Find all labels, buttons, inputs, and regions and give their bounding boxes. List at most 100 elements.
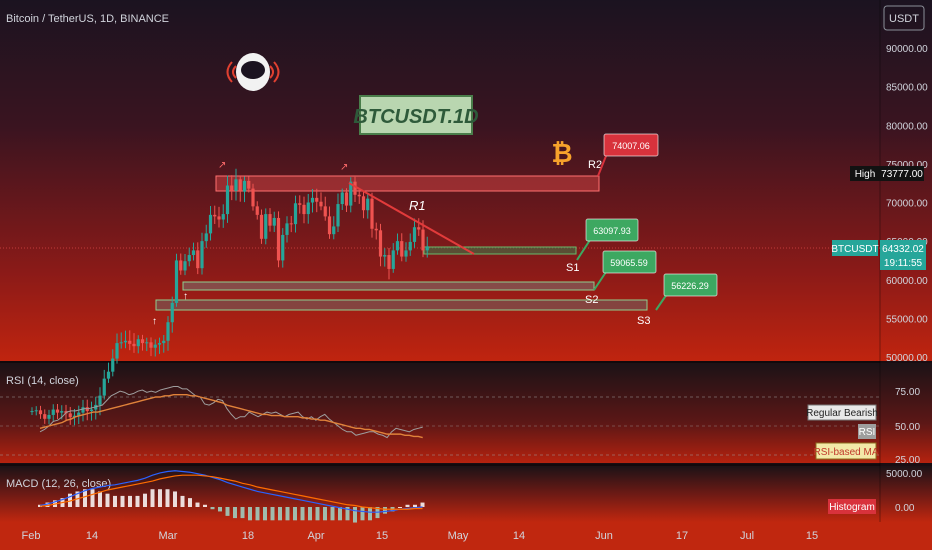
candle-body	[81, 407, 85, 413]
candle-body	[238, 179, 242, 192]
up-arrow-icon: ↑	[152, 316, 157, 327]
candle-body	[378, 230, 383, 257]
candle-body	[391, 250, 395, 269]
candle-body	[276, 217, 281, 261]
macd-histogram-bar	[158, 489, 162, 507]
macd-line	[39, 470, 423, 513]
macd-histogram-bar	[315, 507, 320, 521]
macd-histogram-bar	[128, 495, 132, 507]
macd-histogram-bar	[308, 507, 312, 521]
callout-r2[interactable]: 74007.06	[597, 133, 659, 177]
macd-histogram-bar	[330, 507, 335, 521]
r1-label: R1	[409, 198, 426, 213]
candle-body	[221, 214, 225, 220]
candle-body	[281, 234, 285, 261]
candle-body	[361, 196, 366, 211]
rsi-plot	[39, 386, 423, 439]
candle-body	[111, 358, 115, 372]
time-axis-label: May	[448, 530, 469, 542]
time-axis-label: 15	[806, 530, 818, 542]
price-tick-label: 70000.00	[886, 199, 928, 210]
price-axis[interactable]: 90000.00 85000.00 80000.00 75000.00 70000.00…	[886, 44, 928, 364]
macd-histogram-bar	[143, 493, 147, 507]
symbol-tag	[832, 240, 878, 256]
support-zone-s1[interactable]	[423, 246, 577, 255]
candle-body	[357, 194, 361, 197]
macd-histogram-bar	[210, 507, 215, 510]
candle-body	[34, 410, 38, 412]
candle-body	[115, 343, 119, 359]
rsi-title: RSI (14, close)	[6, 375, 79, 387]
macd-histogram-bar	[345, 507, 350, 521]
price-tick-label: 75000.00	[886, 160, 928, 171]
trend-line-r1[interactable]	[348, 182, 475, 255]
time-axis-bg	[0, 522, 932, 550]
macd-histogram-bar	[338, 507, 342, 521]
candle-body	[162, 340, 166, 344]
candle-body	[349, 181, 353, 206]
candle-body	[332, 226, 336, 235]
macd-histogram-bar	[120, 495, 125, 507]
price-tick-label: 90000.00	[886, 44, 928, 55]
callout-s3[interactable]: 56226.29	[655, 273, 718, 311]
candle-body	[298, 203, 302, 205]
candle-body	[242, 180, 247, 192]
macd-signal-line	[39, 474, 423, 510]
time-axis-label: 15	[376, 530, 388, 542]
candle-body	[319, 201, 323, 207]
candle-body	[336, 204, 340, 227]
candle-body	[230, 185, 234, 191]
watermark-text: BTCUSDT.1D	[353, 106, 478, 128]
candle-body	[353, 181, 357, 195]
candle-body	[179, 260, 183, 271]
candle-body	[204, 233, 208, 242]
candles-series	[30, 168, 429, 426]
time-axis-label: 17	[676, 530, 688, 542]
candle-body	[293, 203, 298, 225]
regular-bearish-tag	[807, 404, 877, 421]
up-arrow-icon: ↑	[183, 291, 188, 302]
callout-s2-price: 59065.59	[610, 258, 648, 268]
resistance-zone-r2[interactable]	[215, 175, 600, 192]
macd-panel-bg	[0, 466, 932, 522]
macd-histogram-bar	[113, 495, 117, 507]
support-zone-s3[interactable]	[155, 299, 648, 311]
macd-histogram-bar	[233, 507, 237, 519]
candle-body	[395, 241, 400, 251]
macd-histogram-bar	[285, 507, 290, 521]
candle-body	[149, 342, 153, 348]
rsi-tag-label: RSI	[859, 427, 876, 438]
currency-button-label: USDT	[889, 13, 919, 25]
candle-body	[374, 228, 378, 231]
pivot-marker-icon: ↗	[218, 160, 226, 171]
macd-histogram-bar	[255, 507, 260, 521]
candle-body	[200, 241, 204, 269]
macd-histogram-bar	[360, 507, 365, 521]
macd-histogram-bar	[225, 507, 230, 516]
time-axis[interactable]: Feb 14 Mar 18 Apr 15 May 14 Jun 17 Jul 15	[22, 530, 819, 542]
bitcoin-icon: ₿	[551, 138, 572, 168]
macd-histogram-bar	[83, 489, 87, 507]
candle-body	[404, 250, 408, 257]
time-axis-label: Jul	[740, 530, 754, 542]
currency-button[interactable]	[883, 5, 925, 31]
price-tick-label: 80000.00	[886, 121, 928, 132]
callout-s2[interactable]: 59065.59	[593, 250, 657, 291]
callout-s1[interactable]: 63097.93	[576, 218, 639, 261]
candle-body	[417, 227, 421, 230]
candle-body	[174, 260, 179, 303]
rsi-tick: 50.00	[895, 422, 920, 433]
candle-body	[217, 216, 221, 220]
macd-histogram-bar	[180, 495, 185, 507]
macd-histogram-bar	[98, 491, 102, 507]
candle-body	[136, 339, 140, 347]
rsi-ma-tag-label: RSI-based MA	[813, 447, 878, 458]
candle-body	[268, 214, 272, 226]
candle-body	[55, 409, 60, 413]
candle-body	[145, 342, 149, 344]
candle-body	[264, 214, 268, 239]
time-axis-label: 18	[242, 530, 254, 542]
support-zone-s2[interactable]	[182, 281, 595, 291]
